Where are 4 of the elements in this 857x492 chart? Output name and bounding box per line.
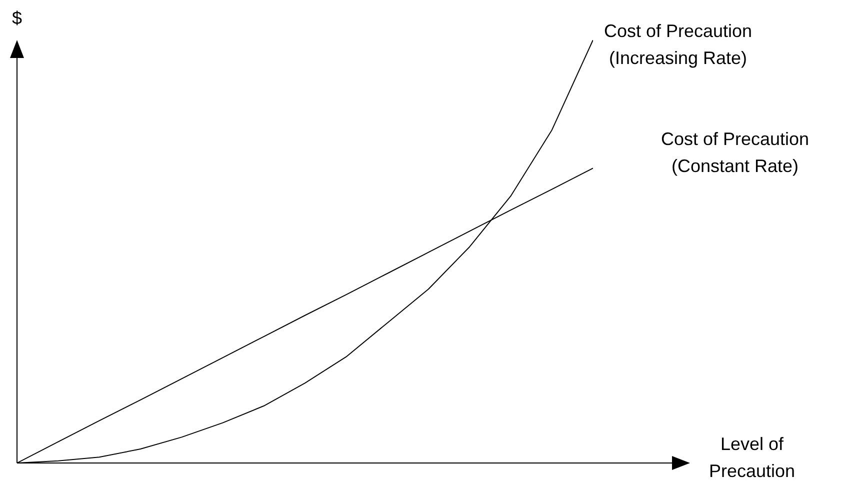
- y-axis-title: $: [12, 8, 22, 28]
- text: Level of Precaution: [708, 434, 796, 481]
- series-label: Cost of Precaution (Increasing Rate): [604, 21, 752, 68]
- text: Cost of Precaution (Constant Rate): [660, 129, 810, 176]
